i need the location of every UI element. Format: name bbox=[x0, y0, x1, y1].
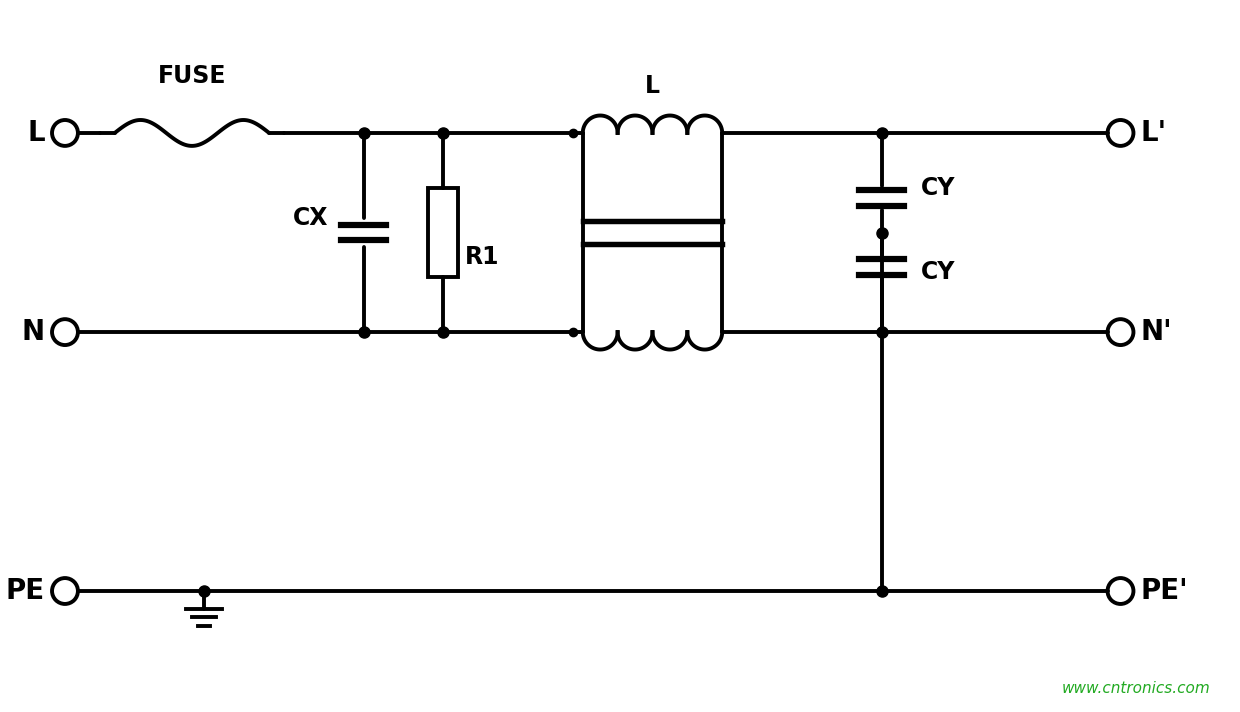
Text: PE': PE' bbox=[1141, 577, 1188, 605]
Text: N': N' bbox=[1141, 318, 1172, 346]
Text: L: L bbox=[27, 119, 45, 147]
Text: CY: CY bbox=[921, 261, 956, 284]
Text: CY: CY bbox=[921, 176, 956, 199]
Text: N: N bbox=[22, 318, 45, 346]
Text: R1: R1 bbox=[465, 246, 500, 269]
Text: CX: CX bbox=[294, 206, 329, 229]
Bar bbox=[429, 188, 459, 278]
Text: PE: PE bbox=[6, 577, 45, 605]
Text: L': L' bbox=[1141, 119, 1167, 147]
Text: www.cntronics.com: www.cntronics.com bbox=[1061, 681, 1210, 696]
Text: FUSE: FUSE bbox=[157, 64, 226, 88]
Text: L: L bbox=[645, 74, 660, 98]
